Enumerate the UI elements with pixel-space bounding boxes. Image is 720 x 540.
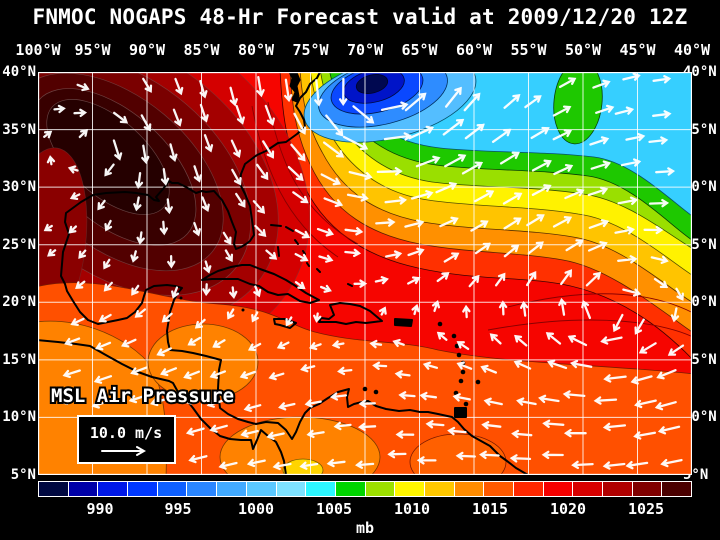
lon-label-4: 80°W [237,41,275,59]
pressure-map: MSL Air Pressure 10.0 m/s [38,72,692,475]
colorbar-cell-1 [68,482,98,496]
colorbar-cell-8 [276,482,306,496]
pressure-colorbar [38,481,692,497]
coast-pacific [38,339,287,475]
colorbar-tick-1: 995 [164,500,192,518]
colorbar-cell-2 [98,482,128,496]
colorbar-tick-3: 1005 [315,500,353,518]
wind-legend-box [77,415,176,464]
lon-label-0: 100°W [15,41,61,59]
colorbar-cell-18 [573,482,603,496]
lon-label-1: 95°W [74,41,111,59]
island-hispaniola [318,302,383,325]
lat-label-left-6: 10°N [2,409,36,426]
colorbar-cell-10 [335,482,365,496]
lon-label-10: 50°W [564,41,602,59]
lon-label-6: 70°W [346,41,384,59]
lon-label-8: 60°W [455,41,493,59]
lon-label-2: 90°W [128,41,166,59]
map-frame [38,72,692,475]
lon-label-3: 85°W [183,41,220,59]
map-annotation: MSL Air Pressure [51,385,234,407]
wind-legend-label: 10.0 m/s [90,424,162,442]
colorbar-cell-15 [484,482,513,496]
islands-lesser-antilles [179,296,481,407]
lat-lon-grid [38,72,692,475]
colorbar-tick-4: 1010 [393,500,431,518]
colorbar-cell-13 [424,482,454,496]
colorbar-tick-5: 1015 [471,500,509,518]
wind-vectors [43,72,685,471]
lon-label-11: 45°W [619,41,656,59]
high-pressure-center [38,72,310,355]
chesapeake-bay [288,72,301,103]
colorbar-cell-3 [128,482,157,496]
lat-label-left-4: 20°N [2,294,36,311]
colorbar-cell-16 [514,482,543,496]
lat-label-left-2: 30°N [2,179,36,196]
lon-label-9: 55°W [510,41,547,59]
lat-label-left-5: 15°N [2,351,36,368]
colorbar-cell-5 [187,482,217,496]
colorbar-tick-6: 1020 [549,500,587,518]
lon-label-12: 40°W [673,41,711,59]
lon-label-7: 65°W [401,41,438,59]
colorbar-cell-4 [157,482,187,496]
lon-label-5: 75°W [292,41,329,59]
colorbar-cell-7 [246,482,276,496]
colorbar-cell-11 [365,482,395,496]
colorbar-cell-17 [543,482,573,496]
page-title: FNMOC NOGAPS 48-Hr Forecast valid at 200… [32,5,688,29]
colorbar-cell-14 [454,482,484,496]
colorbar-cell-20 [632,482,662,496]
island-puerto-rico [394,318,413,327]
lat-label-left-0: 40°N [2,64,36,80]
colorbar-cell-0 [39,482,68,496]
lat-label-left-7: 5°N [10,466,36,483]
island-jamaica [273,318,297,329]
lat-label-left-1: 35°N [2,121,36,138]
coast-north-south-america [60,72,529,475]
colorbar-tick-0: 990 [86,500,114,518]
colorbar-tick-7: 1025 [627,500,665,518]
isobar-contours [251,101,692,338]
island-cuba [201,264,320,304]
colorbar-tick-2: 1000 [237,500,275,518]
colorbar-cell-19 [603,482,632,496]
colorbar-cell-6 [217,482,246,496]
lat-label-left-3: 25°N [2,236,36,253]
colorbar-cell-12 [395,482,424,496]
right-arrow-icon [101,446,147,456]
colorbar-cell-21 [662,482,692,496]
coastlines [38,72,529,475]
low-pressure-center [355,74,389,94]
island-trinidad [454,407,467,418]
colorbar-cell-9 [306,482,335,496]
wind-speed-legend: 10.0 m/s [77,415,176,464]
colorbar-unit: mb [355,519,375,537]
